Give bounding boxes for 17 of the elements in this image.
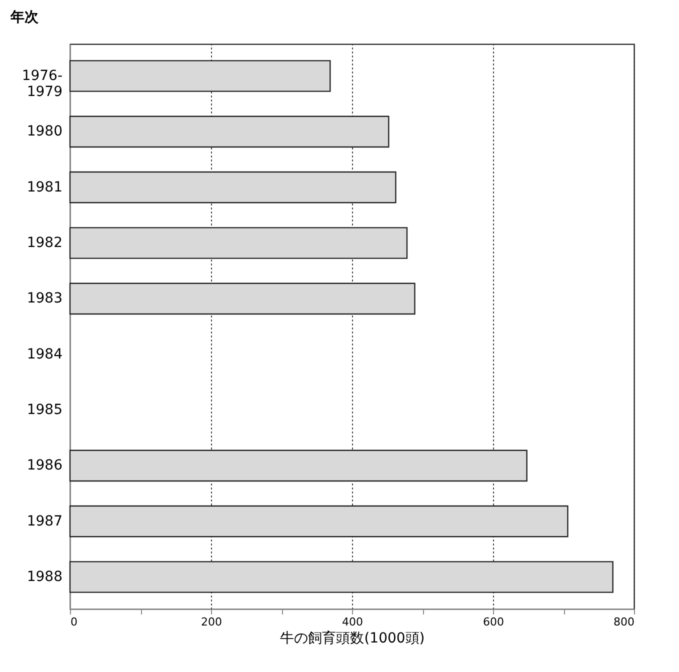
y-tick-label: 1981 (26, 179, 62, 196)
x-tick-label: 400 (342, 616, 363, 628)
y-tick-label: 1987 (26, 513, 62, 530)
y-tick-label: 1983 (26, 290, 62, 307)
y-axis-title: 年次 (10, 10, 40, 26)
x-tick-label: 0 (70, 616, 78, 628)
y-tick-label: 1988 (26, 568, 62, 585)
y-tick-label: 1980 (26, 124, 62, 140)
x-axis-title: 牛の飼育頭数(1000頭) (280, 630, 425, 646)
y-tick-label: 1986 (26, 458, 63, 474)
y-tick-label: 1984 (26, 346, 63, 362)
x-tick-label: 600 (483, 616, 504, 628)
x-tick-label: 800 (614, 616, 634, 628)
y-tick-label: 1976- 1979 (22, 68, 62, 100)
x-tick-label: 200 (201, 616, 222, 628)
y-tick-label: 1985 (26, 402, 62, 418)
y-tick-label: 1982 (26, 235, 62, 251)
